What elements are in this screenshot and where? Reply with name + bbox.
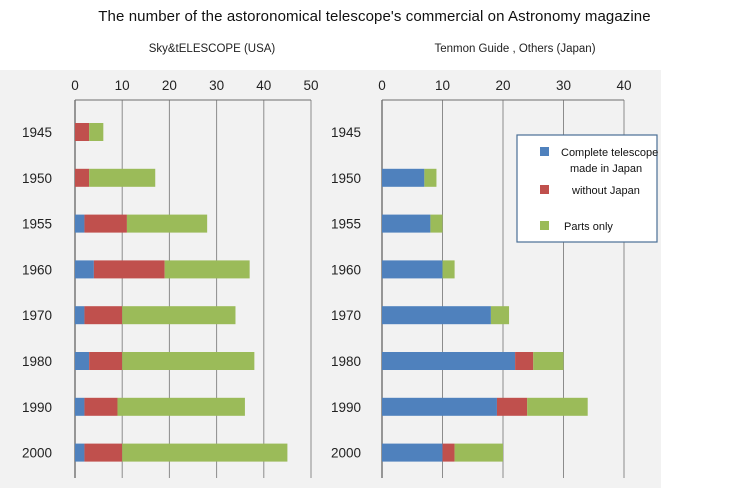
- bar-segment: [496, 397, 528, 416]
- legend-label: Parts only: [564, 221, 613, 233]
- category-label: 1990: [331, 400, 361, 415]
- bar-segment: [382, 306, 491, 325]
- bar-segment: [89, 123, 104, 141]
- bar-segment: [126, 214, 208, 233]
- x-tick-label: 30: [209, 78, 224, 93]
- bar-segment: [424, 168, 437, 187]
- legend: Complete telescope made in Japan without J…: [516, 134, 658, 243]
- bar-segment: [122, 306, 236, 325]
- bar-segment: [117, 397, 245, 416]
- category-label: 2000: [22, 446, 52, 461]
- bar-segment: [382, 443, 443, 462]
- bar-segment: [75, 123, 90, 141]
- bar-segment: [84, 306, 123, 325]
- chart-main-title: The number of the astoronomical telescop…: [98, 8, 651, 25]
- bar-segment: [75, 168, 90, 187]
- bar-segment: [442, 260, 455, 279]
- bar-segment: [75, 306, 85, 325]
- bar-segment: [75, 443, 85, 462]
- bar-segment: [382, 397, 497, 416]
- bar-segment: [84, 397, 118, 416]
- bar-segment: [164, 260, 250, 279]
- category-label: 1945: [331, 125, 361, 140]
- x-tick-label: 40: [616, 78, 631, 93]
- bar-segment: [382, 260, 443, 279]
- bar-segment: [442, 443, 455, 462]
- category-label: 1955: [22, 217, 52, 232]
- chart-panel-usa: Sky&tELESCOPE (USA) 0 10 20 30 40 50 1945 1950 19…: [0, 43, 325, 488]
- bar-segment: [454, 443, 503, 462]
- category-label: 1960: [331, 262, 361, 277]
- x-tick-label: 50: [303, 78, 318, 93]
- x-tick-label: 0: [378, 78, 386, 93]
- bar-segment: [533, 352, 564, 370]
- x-tick-label: 0: [71, 78, 79, 93]
- bar-segment: [84, 214, 127, 233]
- x-tick-label: 10: [115, 78, 130, 93]
- bar-segment: [84, 443, 123, 462]
- legend-swatch: [540, 185, 549, 194]
- x-tick-label: 10: [435, 78, 450, 93]
- category-label: 1970: [22, 308, 52, 323]
- bar-segment: [89, 352, 123, 370]
- chart-subtitle: Sky&tELESCOPE (USA): [149, 43, 276, 55]
- bar-segment: [430, 214, 443, 233]
- bar-segment: [382, 214, 431, 233]
- category-label: 1945: [22, 125, 52, 140]
- bar-segment: [75, 352, 90, 370]
- legend-label: Complete telescope: [561, 147, 658, 159]
- legend-label: without Japan: [571, 185, 640, 197]
- bar-segment: [382, 168, 425, 187]
- bar-segment: [75, 260, 94, 279]
- bar-segment: [490, 306, 510, 325]
- category-label: 1990: [22, 400, 52, 415]
- x-tick-label: 20: [162, 78, 177, 93]
- plot-area: [325, 70, 661, 488]
- chart-panel-japan: Tenmon Guide , Others (Japan) 0 10 20 30 40 19…: [325, 43, 661, 488]
- bar-segment: [382, 352, 516, 370]
- legend-label: made in Japan: [570, 163, 642, 175]
- category-label: 1950: [331, 171, 361, 186]
- category-label: 1955: [331, 217, 361, 232]
- category-label: 1980: [331, 354, 361, 369]
- x-tick-label: 40: [256, 78, 271, 93]
- chart-subtitle: Tenmon Guide , Others (Japan): [434, 43, 595, 55]
- bar-segment: [75, 214, 85, 233]
- x-tick-label: 30: [556, 78, 571, 93]
- category-label: 1980: [22, 354, 52, 369]
- bar-segment: [527, 397, 588, 416]
- x-tick-label: 20: [495, 78, 510, 93]
- bar-segment: [93, 260, 165, 279]
- category-label: 2000: [331, 446, 361, 461]
- legend-swatch: [540, 147, 549, 156]
- category-label: 1950: [22, 171, 52, 186]
- category-label: 1960: [22, 262, 52, 277]
- bar-segment: [122, 352, 255, 370]
- legend-swatch: [540, 221, 549, 230]
- bar-segment: [122, 443, 288, 462]
- bar-segment: [515, 352, 534, 370]
- plot-area: [0, 70, 325, 488]
- category-label: 1970: [331, 308, 361, 323]
- bar-segment: [89, 168, 156, 187]
- bar-segment: [75, 397, 85, 416]
